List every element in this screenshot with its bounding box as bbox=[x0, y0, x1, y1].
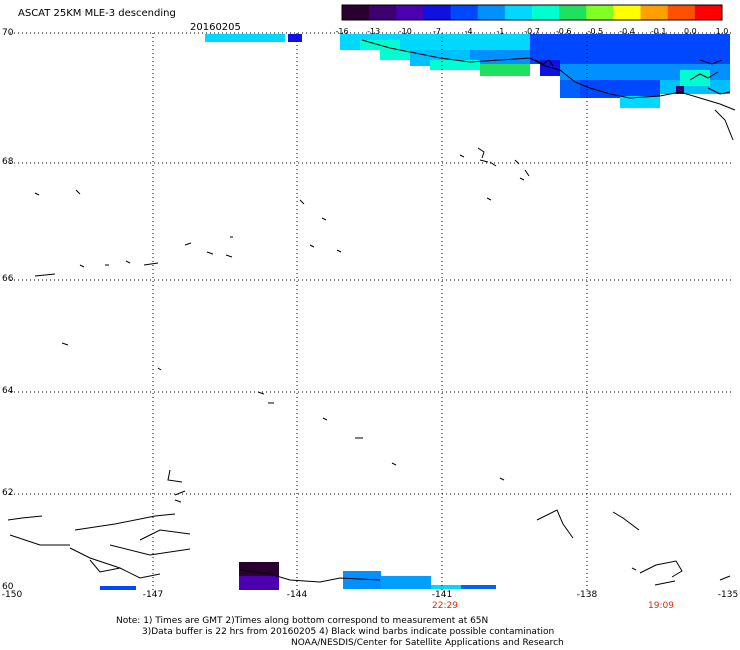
colorbar-label: -0.1 bbox=[650, 27, 667, 36]
lat-label: 70 bbox=[2, 28, 14, 38]
colorbar-swatch bbox=[559, 5, 587, 20]
map-title: ASCAT 25KM MLE-3 descending bbox=[18, 8, 176, 19]
colorbar-label: -0.4 bbox=[619, 27, 635, 36]
colorbar-label: 1.0 bbox=[715, 27, 729, 36]
colorbar-label: -0.6 bbox=[555, 27, 572, 36]
colorbar-label: -4 bbox=[464, 27, 473, 36]
time-label: 22:29 bbox=[432, 601, 458, 611]
colorbar-swatch bbox=[342, 5, 370, 20]
colorbar-swatch bbox=[396, 5, 424, 20]
lat-label: 62 bbox=[2, 488, 14, 498]
colorbar-swatch bbox=[450, 5, 479, 20]
lat-label: 60 bbox=[2, 582, 14, 592]
colorbar-swatch bbox=[640, 5, 669, 20]
colorbar-label: -13 bbox=[367, 27, 381, 36]
lon-label: -147 bbox=[142, 590, 164, 600]
colorbar bbox=[341, 4, 723, 21]
note-line-3: NOAA/NESDIS/Center for Satellite Applica… bbox=[291, 638, 564, 648]
data-swath-south bbox=[100, 562, 496, 590]
lon-label: -141 bbox=[431, 590, 453, 600]
lat-label: 64 bbox=[2, 386, 14, 396]
graticule bbox=[10, 32, 733, 590]
colorbar-label: -7 bbox=[433, 27, 441, 36]
colorbar-label: 0.0 bbox=[683, 27, 697, 36]
lat-label: 66 bbox=[2, 274, 14, 284]
colorbar-swatch bbox=[694, 5, 723, 20]
data-swath-north bbox=[205, 34, 730, 108]
lat-label: 68 bbox=[2, 157, 14, 167]
colorbar-swatch bbox=[586, 5, 614, 20]
lon-label: -150 bbox=[1, 590, 23, 600]
note-line-1: Note: 1) Times are GMT 2)Times along bot… bbox=[116, 616, 489, 626]
colorbar-swatch bbox=[667, 5, 696, 20]
colorbar-swatch bbox=[477, 5, 506, 20]
coastline bbox=[7, 39, 736, 586]
colorbar-border bbox=[341, 4, 723, 21]
colorbar-swatch bbox=[423, 5, 452, 20]
lon-label: -144 bbox=[286, 590, 308, 600]
colorbar-swatch bbox=[369, 5, 397, 20]
note-line-2: 3)Data buffer is 22 hrs from 20160205 4)… bbox=[142, 627, 555, 637]
colorbar-label: -16 bbox=[335, 27, 349, 36]
colorbar-label: -1 bbox=[496, 27, 505, 36]
map-date: 20160205 bbox=[190, 22, 241, 33]
time-label: 19:09 bbox=[648, 601, 674, 611]
colorbar-label: -0.5 bbox=[587, 27, 604, 36]
colorbar-swatch bbox=[504, 5, 533, 20]
lon-label: -138 bbox=[576, 590, 598, 600]
lon-label: -135 bbox=[717, 590, 739, 600]
colorbar-swatch bbox=[613, 5, 642, 20]
colorbar-swatch bbox=[532, 5, 560, 20]
colorbar-label: -0.7 bbox=[524, 27, 540, 36]
colorbar-label: -10 bbox=[398, 27, 412, 36]
